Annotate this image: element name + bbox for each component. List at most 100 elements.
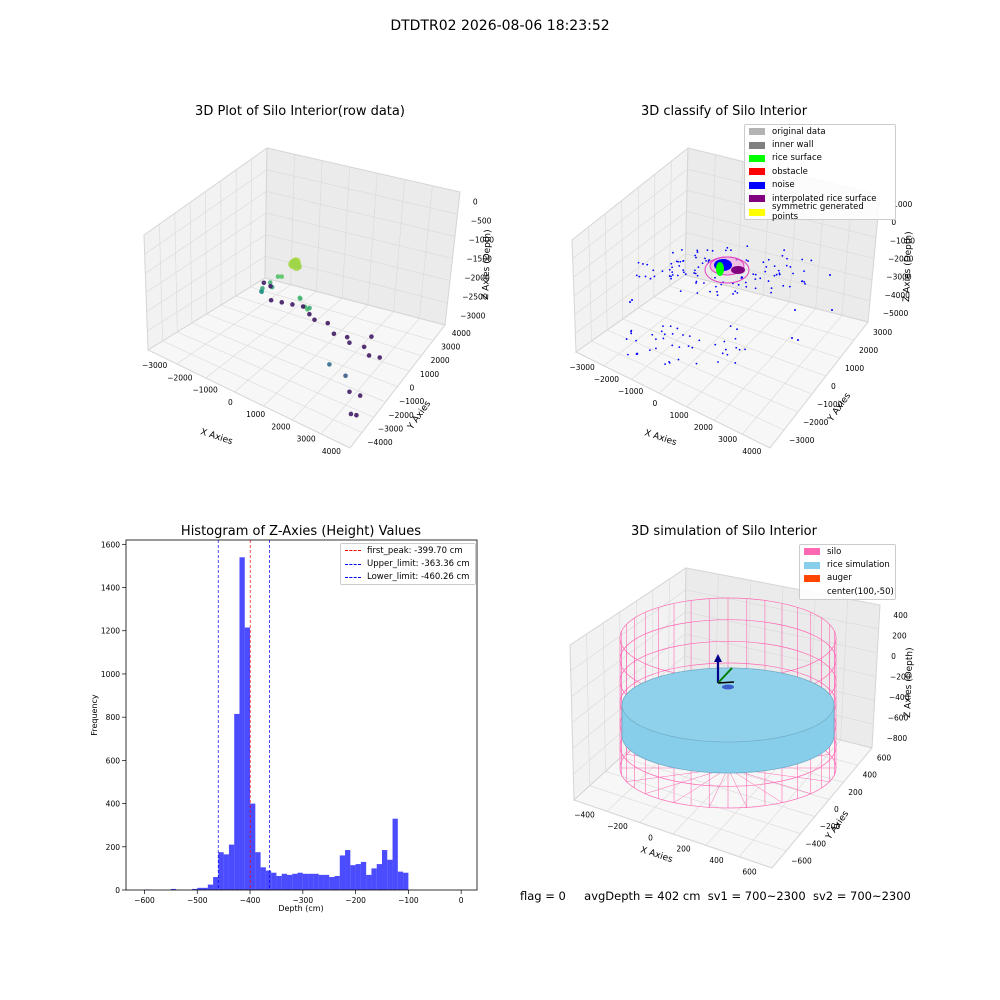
plot2-legend: original data inner wall rice surface ob… xyxy=(744,124,896,223)
data-point xyxy=(268,297,274,303)
noise-point xyxy=(738,348,741,351)
noise-point xyxy=(637,261,640,264)
legend-noise: noise xyxy=(745,179,895,192)
grid-line xyxy=(573,211,875,297)
legend-swatch xyxy=(749,168,765,176)
plot4-tick-labels: −400−2000200400600−600−400−2000200400600… xyxy=(574,611,911,876)
grid-line xyxy=(742,315,843,435)
histogram-bar xyxy=(360,861,367,890)
noise-point xyxy=(691,346,694,349)
histogram-bar xyxy=(250,803,256,890)
histogram-bar xyxy=(397,871,404,890)
grid-line xyxy=(714,308,816,421)
histogram-bar xyxy=(381,850,388,890)
data-point xyxy=(289,258,300,269)
plot4-axis-y-arrow xyxy=(717,667,733,684)
x-tick-label: −400 xyxy=(240,896,261,905)
noise-point xyxy=(786,257,788,260)
grid-line xyxy=(292,311,394,421)
grid-line xyxy=(653,296,841,359)
noise-point xyxy=(781,254,784,257)
z-tick-label: −1000 xyxy=(469,236,495,245)
plot4-zlabel: Z Axies (Depth) xyxy=(903,647,915,718)
legend-swatch xyxy=(749,128,765,136)
y-tick-label: 1600 xyxy=(101,540,120,549)
grid-line xyxy=(603,281,712,366)
noise-point xyxy=(638,275,641,278)
grid-line xyxy=(235,295,422,357)
z-tick-label: −200 xyxy=(890,673,911,682)
legend-lower-limit: Lower_limit: -460.26 cm xyxy=(341,571,475,584)
plot2-rice-surface xyxy=(716,262,724,276)
y-tick-label: 3000 xyxy=(873,328,892,337)
data-point xyxy=(377,355,383,360)
legend-inner-wall: inner wall xyxy=(745,138,895,151)
noise-point xyxy=(671,333,674,335)
z-tick-label: 0 xyxy=(473,198,478,207)
data-point xyxy=(290,302,295,307)
status-sv2: sv2 = 700~2300 xyxy=(812,889,911,903)
histogram-bar xyxy=(191,888,198,890)
grid-line xyxy=(177,331,374,418)
noise-point xyxy=(752,273,755,276)
plot3-xlabel: Depth (cm) xyxy=(278,904,323,913)
legend-label: rice surface xyxy=(772,153,822,164)
noise-point xyxy=(662,325,664,328)
x-tick-label: 4000 xyxy=(742,447,761,456)
histogram-bar xyxy=(334,875,340,890)
grid-line xyxy=(206,313,398,387)
legend-swatch xyxy=(804,574,820,582)
z-tick-label: −2000 xyxy=(888,255,914,264)
z-tick-label: 400 xyxy=(893,611,908,620)
z-tick-label: −3000 xyxy=(886,273,912,282)
noise-point xyxy=(794,309,796,311)
y-tick-label: −400 xyxy=(805,839,826,848)
x-tick-label: −100 xyxy=(398,896,419,905)
x-tick-label: 0 xyxy=(652,399,657,408)
legend-label: center(100,-50) xyxy=(827,586,894,597)
z-tick-label: −5000 xyxy=(883,309,909,318)
noise-point xyxy=(695,362,698,365)
legend-label: Lower_limit: -460.26 cm xyxy=(367,572,470,583)
z-tick-label: 200 xyxy=(892,632,907,641)
noise-point xyxy=(783,249,786,252)
noise-point xyxy=(754,278,757,281)
noise-point xyxy=(655,347,657,350)
plot3-depth-histogram: −600 −500 −400 −300 −200 −100 0 0 200 400 600 800 10… xyxy=(90,539,478,913)
plot4-legend: silo rice simulation auger center(100,-5… xyxy=(799,544,896,600)
grid-line xyxy=(205,291,317,379)
noise-point xyxy=(696,292,699,294)
grid-line xyxy=(191,322,386,403)
histogram-bar xyxy=(308,873,314,890)
noise-point xyxy=(759,277,762,280)
legend-label: symmetric generated points xyxy=(772,202,864,223)
noise-point xyxy=(669,325,672,328)
histogram-bar xyxy=(339,855,346,890)
y-tick-label: −200 xyxy=(820,822,841,831)
histogram-bar xyxy=(366,874,372,890)
x-tick-label: −3000 xyxy=(569,363,595,372)
noise-point xyxy=(703,282,705,284)
plot4-auger-hole xyxy=(722,684,734,690)
noise-point xyxy=(694,272,697,275)
y-tick-label: 200 xyxy=(106,843,121,852)
plot2-zlabel: Z Axies (Depth) xyxy=(902,231,914,302)
noise-point xyxy=(706,249,709,251)
histogram-bar xyxy=(376,864,382,890)
noise-point xyxy=(696,249,699,252)
grid-line xyxy=(144,169,458,255)
data-point xyxy=(325,320,331,326)
grid-line xyxy=(176,284,291,365)
histogram-bar xyxy=(218,852,224,890)
histogram-bar xyxy=(302,873,309,890)
legend-first-peak: first_peak: -399.70 cm xyxy=(341,544,475,557)
noise-point xyxy=(676,274,679,277)
noise-point xyxy=(709,290,711,293)
z-tick-label: 1000 xyxy=(893,200,912,209)
y-tick-label: −1000 xyxy=(817,400,843,409)
z-tick-label: −800 xyxy=(887,734,908,743)
histogram-bar xyxy=(239,557,245,890)
y-tick-label: −4000 xyxy=(367,438,393,447)
noise-point xyxy=(734,362,737,364)
noise-point xyxy=(734,290,737,293)
